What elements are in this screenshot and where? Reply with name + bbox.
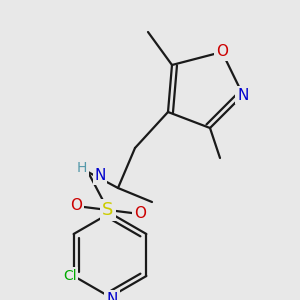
Text: N: N [106,292,118,300]
Text: H: H [77,161,87,175]
Text: O: O [70,199,82,214]
Text: O: O [216,44,228,59]
Text: N: N [237,88,249,103]
Text: O: O [134,206,146,221]
Text: N: N [94,169,106,184]
Text: Cl: Cl [63,269,76,283]
Text: S: S [102,201,114,219]
